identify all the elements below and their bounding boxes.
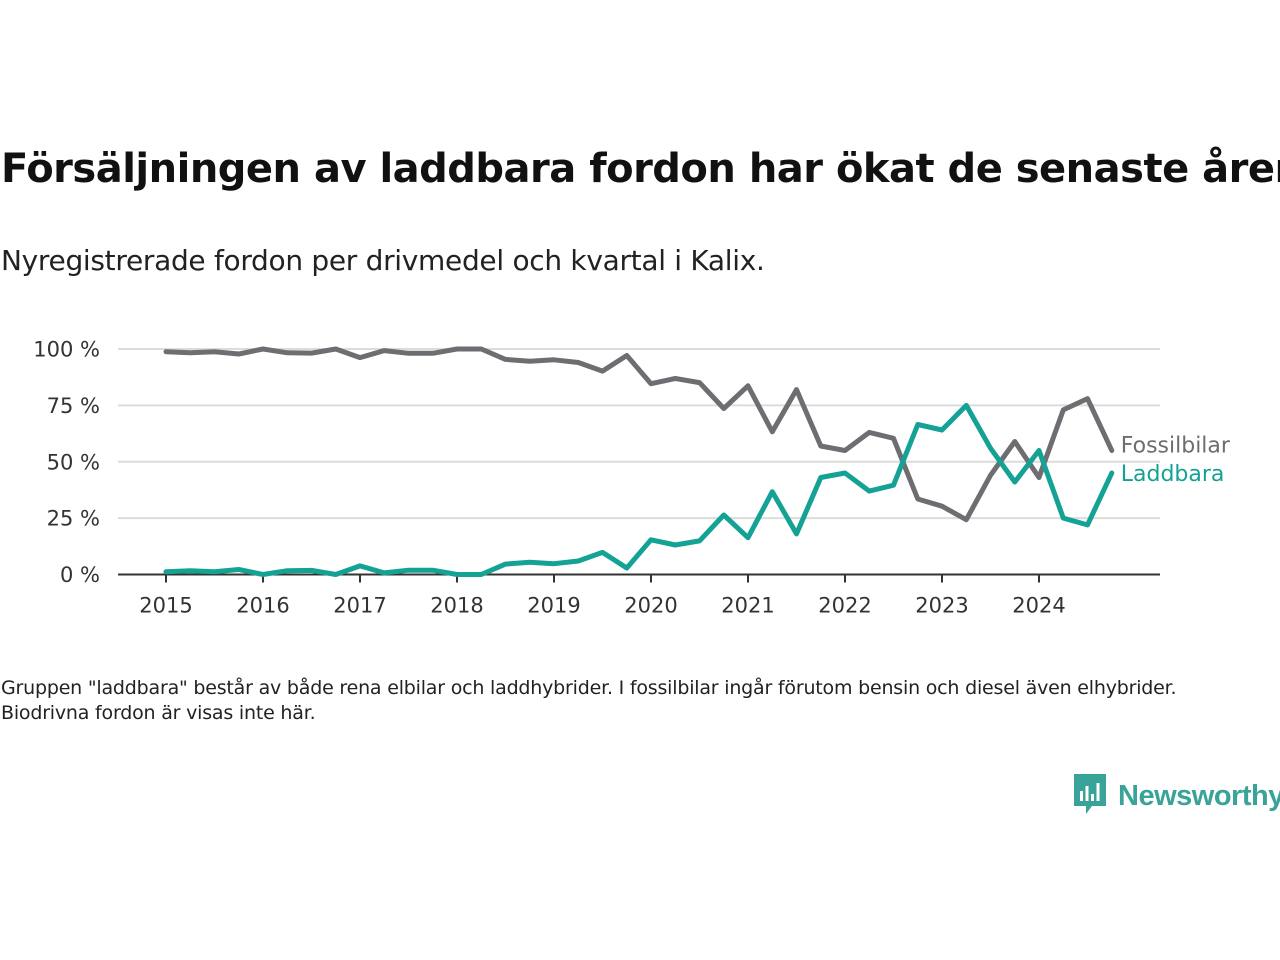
x-tick-label: 2017 xyxy=(333,594,386,618)
footnote: Gruppen "laddbara" består av både rena e… xyxy=(1,677,1177,724)
x-tick-label: 2020 xyxy=(624,594,677,618)
line-chart-svg: 0 %25 %50 %75 %100 % 2015 2016 2017 2018 201… xyxy=(33,338,1231,618)
x-tick-label: 2022 xyxy=(818,594,871,618)
data-series xyxy=(163,346,1115,577)
line-chart: 0 % 25 % 50 % 75 % 100 % 2015 2016 2017 2018 201… xyxy=(0,320,1280,630)
y-tick-label: 0 % xyxy=(60,563,100,587)
x-tick-label: 2016 xyxy=(236,594,289,618)
y-tick-label: 50 % xyxy=(47,450,100,474)
gridlines xyxy=(118,348,1160,520)
newsworthy-brand: Newsworthy xyxy=(1072,774,1280,818)
x-tick-label: 2015 xyxy=(139,594,192,618)
x-tick-label: 2018 xyxy=(430,594,483,618)
x-tick-label: 2023 xyxy=(915,594,968,618)
series-label-laddbara: Laddbara xyxy=(1121,462,1225,487)
y-tick-label: 25 % xyxy=(47,507,100,531)
x-tick-label: 2024 xyxy=(1012,594,1065,618)
y-tick-label: 75 % xyxy=(47,394,100,418)
y-tick-label: 100 % xyxy=(33,338,100,362)
x-tick-label: 2019 xyxy=(527,594,580,618)
series-line-fossilbilar xyxy=(163,346,1115,523)
newsworthy-logo-icon xyxy=(1072,772,1108,820)
brand-name: Newsworthy xyxy=(1118,779,1280,812)
series-line-laddbara xyxy=(163,402,1115,577)
chart-title: Försäljningen av laddbara fordon har öka… xyxy=(1,146,1280,192)
y-axis-tick-labels: 0 % 25 % 50 % 75 % 100 % xyxy=(33,338,100,588)
x-axis-ticks: 2015 2016 2017 2018 2019 2020 2021 2022 2023 2024 xyxy=(139,574,1066,618)
chart-subtitle: Nyregistrerade fordon per drivmedel och … xyxy=(1,244,765,277)
x-tick-label: 2021 xyxy=(721,594,774,618)
series-labels: Fossilbilar Laddbara xyxy=(1121,433,1231,487)
series-label-fossilbilar: Fossilbilar xyxy=(1121,433,1231,458)
